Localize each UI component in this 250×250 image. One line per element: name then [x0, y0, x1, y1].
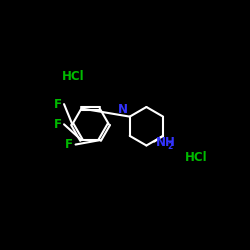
Text: F: F [54, 118, 62, 131]
Text: F: F [54, 98, 62, 110]
Text: HCl: HCl [185, 150, 208, 164]
Text: NH: NH [156, 136, 176, 149]
Text: F: F [65, 138, 73, 151]
Text: N: N [118, 103, 128, 116]
Text: HCl: HCl [62, 70, 84, 83]
Text: 2: 2 [167, 142, 172, 150]
